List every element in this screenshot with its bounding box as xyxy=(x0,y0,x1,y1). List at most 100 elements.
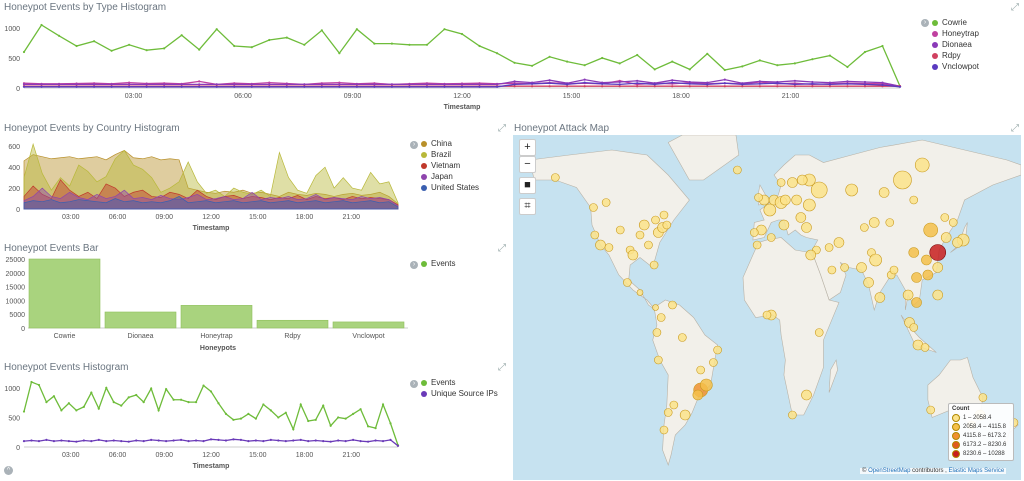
legend-item[interactable]: Rdpy xyxy=(932,50,979,61)
zoom-in-button[interactable]: + xyxy=(519,139,536,156)
data-point xyxy=(307,439,310,443)
legend-item[interactable]: Events xyxy=(421,258,455,269)
legend-label: Vietnam xyxy=(431,161,461,170)
data-point xyxy=(22,83,26,86)
data-point xyxy=(566,85,569,88)
expand-icon[interactable]: ⤢ xyxy=(498,243,506,254)
osm-link[interactable]: OpenStreetMap xyxy=(868,468,911,474)
expand-icon[interactable]: ⤢ xyxy=(498,362,506,373)
legend-dot-icon xyxy=(932,19,938,26)
fit-bounds-button[interactable]: ⌗ xyxy=(519,198,536,215)
x-tick-label: 21:00 xyxy=(342,214,360,221)
x-axis-title: Timestamp xyxy=(193,463,230,470)
data-point xyxy=(359,439,362,443)
data-point xyxy=(194,400,198,404)
attack-marker xyxy=(856,262,867,273)
ems-link[interactable]: Elastic Maps Service xyxy=(948,468,1005,474)
attack-marker xyxy=(787,177,798,188)
legend-toggle-icon[interactable]: › xyxy=(410,141,418,149)
attack-marker xyxy=(615,225,625,235)
data-point xyxy=(863,50,867,54)
legend-dot-icon xyxy=(421,379,427,386)
data-point xyxy=(425,85,429,88)
data-point xyxy=(157,409,160,412)
data-point xyxy=(723,82,726,85)
data-point xyxy=(425,83,429,86)
data-point xyxy=(366,440,370,443)
data-point xyxy=(618,80,621,84)
legend-item[interactable]: United States xyxy=(421,182,479,193)
attack-marker xyxy=(762,310,772,320)
y-tick-label: 1000 xyxy=(4,26,20,33)
legend-item[interactable]: Events xyxy=(421,377,498,388)
data-point xyxy=(513,83,516,86)
draw-rectangle-button[interactable]: ■ xyxy=(519,177,536,194)
legend-item[interactable]: China xyxy=(421,138,479,149)
data-point xyxy=(352,438,355,442)
x-tick-label: 12:00 xyxy=(202,452,220,459)
legend-toggle-icon[interactable]: › xyxy=(921,19,929,27)
data-point xyxy=(381,439,385,443)
data-point xyxy=(636,53,639,57)
data-point xyxy=(198,48,201,51)
events-bar-chart: 25000 20000 15000 10000 5000 0 Cowrie Dionaea Ho… xyxy=(6,257,408,352)
collapse-icon[interactable]: ^ xyxy=(4,466,13,475)
data-point xyxy=(57,34,61,37)
attack-marker xyxy=(663,408,673,417)
data-point xyxy=(128,85,131,88)
count-swatch-icon xyxy=(952,413,960,422)
data-point xyxy=(60,439,63,442)
legend-item[interactable]: Cowrie xyxy=(932,17,979,28)
data-point xyxy=(373,83,376,86)
data-point xyxy=(793,62,796,65)
data-point xyxy=(112,439,115,442)
attack-marker xyxy=(788,410,797,420)
data-point xyxy=(758,80,761,83)
legend-item[interactable]: Dionaea xyxy=(932,39,979,50)
count-legend-label: 6173.2 – 8230.6 xyxy=(963,441,1007,448)
legend-item[interactable]: Honeytrap xyxy=(932,28,979,39)
attack-marker xyxy=(644,240,653,250)
attack-marker xyxy=(827,265,837,275)
legend-dot-icon xyxy=(421,390,427,397)
data-point xyxy=(359,408,362,411)
data-point xyxy=(57,83,61,86)
data-point xyxy=(390,85,394,88)
legend-label: Events xyxy=(431,378,456,387)
legend-item[interactable]: Vnclowpot xyxy=(932,61,979,72)
attack-marker xyxy=(885,218,895,227)
attack-marker xyxy=(803,198,816,212)
legend-item[interactable]: Vietnam xyxy=(421,160,479,171)
attack-map[interactable] xyxy=(513,135,1021,480)
attack-marker xyxy=(911,297,922,308)
data-point xyxy=(250,46,253,49)
zoom-out-button[interactable]: − xyxy=(519,156,536,173)
x-tick-label: Honeytrap xyxy=(200,333,232,340)
attack-marker xyxy=(733,165,742,175)
attack-marker xyxy=(932,289,944,301)
data-point xyxy=(337,439,340,442)
data-point xyxy=(758,85,761,88)
data-point xyxy=(179,398,183,401)
legend-dot-icon xyxy=(932,63,938,70)
expand-icon[interactable]: ⤢ xyxy=(1011,123,1019,134)
data-point xyxy=(863,83,867,86)
legend-item[interactable]: Japan xyxy=(421,171,479,182)
data-point xyxy=(127,440,130,443)
legend-item[interactable]: Unique Source IPs xyxy=(421,388,498,399)
y-tick-label: 0 xyxy=(16,86,20,93)
expand-icon[interactable]: ⤢ xyxy=(1011,2,1019,13)
attack-marker xyxy=(948,218,958,227)
legend-toggle-icon[interactable]: › xyxy=(410,261,418,269)
data-point xyxy=(793,79,796,82)
attack-marker xyxy=(869,253,882,267)
data-point xyxy=(881,44,884,48)
expand-icon[interactable]: ⤢ xyxy=(498,123,506,134)
x-tick-label: 12:00 xyxy=(453,93,471,100)
data-point xyxy=(583,78,586,81)
legend-toggle-icon[interactable]: › xyxy=(410,380,418,388)
data-point xyxy=(898,85,902,88)
attack-marker xyxy=(589,203,598,212)
data-point xyxy=(163,85,166,88)
legend-item[interactable]: Brazil xyxy=(421,149,479,160)
